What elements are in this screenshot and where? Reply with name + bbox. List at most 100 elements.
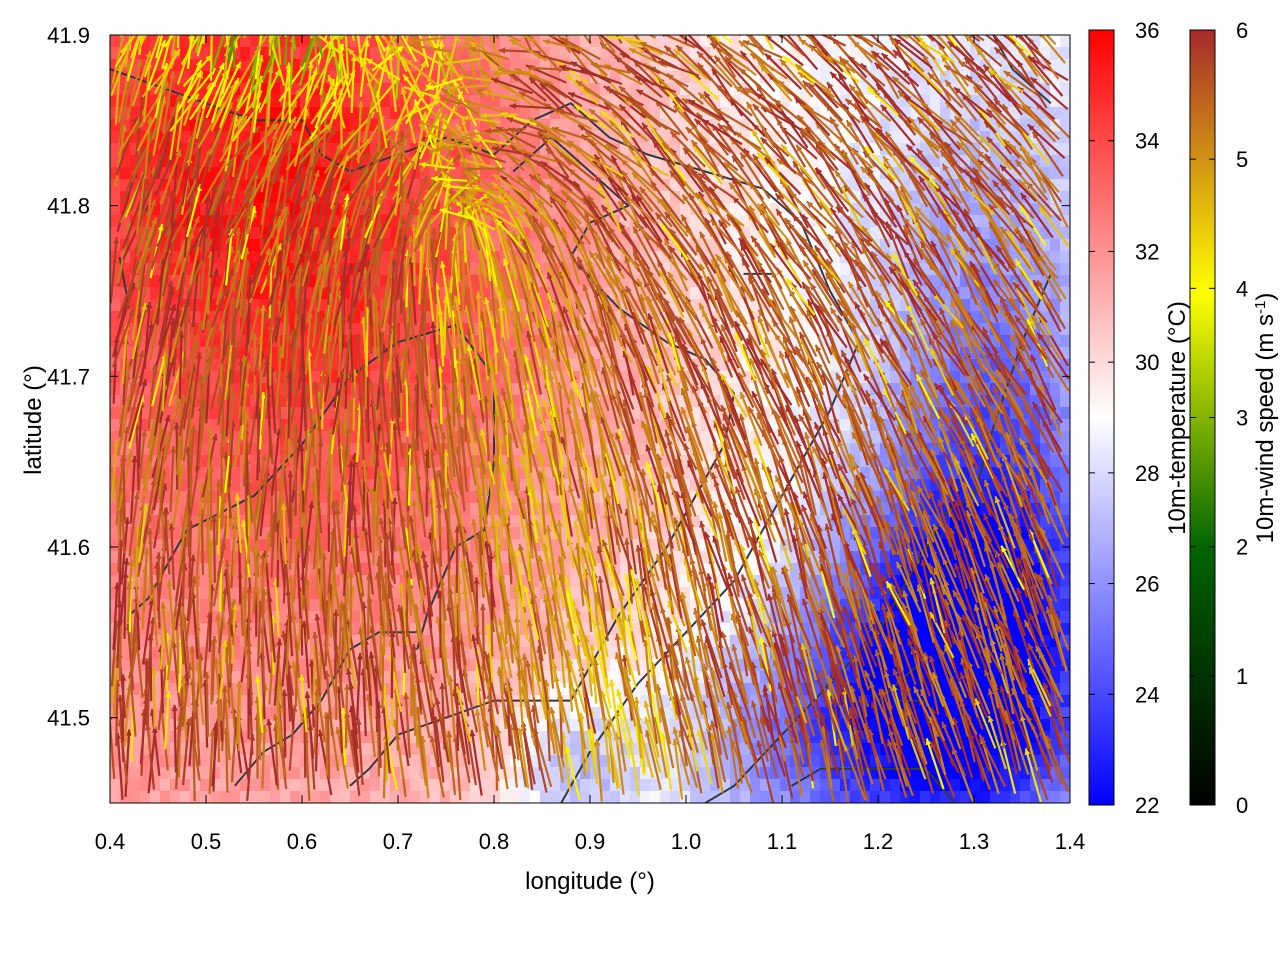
heatmap-cell [1050, 59, 1061, 72]
heatmap-cell [930, 347, 941, 360]
heatmap-cell [310, 167, 321, 180]
heatmap-cell [950, 359, 961, 372]
heatmap-cell [240, 131, 251, 144]
heatmap-cell [380, 251, 391, 264]
heatmap-cell [350, 83, 361, 96]
heatmap-cell [770, 119, 781, 132]
heatmap-cell [610, 275, 621, 288]
heatmap-cell [190, 95, 201, 108]
heatmap-cell [440, 83, 451, 96]
heatmap-cell [490, 239, 501, 252]
heatmap-cell [810, 71, 821, 84]
heatmap-cell [850, 179, 861, 192]
heatmap-cell [920, 107, 931, 120]
heatmap-cell [880, 275, 891, 288]
heatmap-cell [710, 107, 721, 120]
heatmap-cell [400, 179, 411, 192]
heatmap-cell [110, 71, 121, 84]
heatmap-cell [310, 239, 321, 252]
heatmap-cell [340, 83, 351, 96]
heatmap-cell [980, 167, 991, 180]
heatmap-cell [350, 347, 361, 360]
heatmap-cell [830, 287, 841, 300]
heatmap-cell [1050, 251, 1061, 264]
heatmap-cell [660, 95, 671, 108]
heatmap-cell [440, 59, 451, 72]
heatmap-cell [420, 83, 431, 96]
heatmap-cell [130, 35, 141, 48]
heatmap-cell [720, 167, 731, 180]
heatmap-cell [970, 95, 981, 108]
heatmap-cell [470, 299, 481, 312]
heatmap-cell [990, 59, 1001, 72]
heatmap-cell [810, 59, 821, 72]
heatmap-cell [610, 347, 621, 360]
heatmap-cell [320, 155, 331, 168]
heatmap-cell [260, 215, 271, 228]
heatmap-cell [330, 179, 341, 192]
heatmap-cell [820, 299, 831, 312]
heatmap-cell [840, 287, 851, 300]
heatmap-cell [820, 131, 831, 144]
heatmap-cell [480, 59, 491, 72]
heatmap-cell [150, 131, 161, 144]
heatmap-cell [880, 71, 891, 84]
heatmap-cell [920, 35, 931, 48]
heatmap-cell [260, 59, 271, 72]
heatmap-cell [230, 95, 241, 108]
heatmap-cell [370, 359, 381, 372]
heatmap-cell [500, 47, 511, 60]
heatmap-cell [640, 83, 651, 96]
heatmap-cell [340, 119, 351, 132]
heatmap-cell [540, 107, 551, 120]
heatmap-cell [800, 347, 811, 360]
heatmap-cell [160, 335, 171, 348]
heatmap-cell [600, 335, 611, 348]
heatmap-cell [210, 359, 221, 372]
heatmap-cell [1060, 395, 1070, 408]
heatmap-cell [850, 47, 861, 60]
heatmap-cell [330, 371, 341, 384]
heatmap-cell [990, 131, 1001, 144]
heatmap-cell [690, 203, 701, 216]
heatmap-cell [1030, 347, 1041, 360]
heatmap-cell [900, 59, 911, 72]
heatmap-cell [650, 143, 661, 156]
heatmap-cell [270, 359, 281, 372]
heatmap-cell [900, 359, 911, 372]
heatmap-cell [110, 419, 121, 432]
heatmap-cell [180, 227, 191, 240]
heatmap-cell [730, 227, 741, 240]
heatmap-cell [330, 71, 341, 84]
heatmap-cell [520, 47, 531, 60]
heatmap-cell [790, 95, 801, 108]
heatmap-cell [290, 131, 301, 144]
heatmap-cell [180, 95, 191, 108]
heatmap-cell [590, 143, 601, 156]
heatmap-cell [420, 371, 431, 384]
heatmap-cell [580, 251, 591, 264]
heatmap-cell [650, 299, 661, 312]
heatmap-cell [1000, 71, 1011, 84]
heatmap-cell [990, 323, 1001, 336]
heatmap-cell [1010, 215, 1021, 228]
heatmap-cell [940, 215, 951, 228]
heatmap-cell [400, 335, 411, 348]
heatmap-cell [660, 251, 671, 264]
heatmap-cell [220, 119, 231, 132]
heatmap-cell [170, 191, 181, 204]
heatmap-cell [810, 119, 821, 132]
heatmap-cell [720, 347, 731, 360]
heatmap-cell [650, 131, 661, 144]
heatmap-cell [200, 179, 211, 192]
heatmap-cell [880, 119, 891, 132]
heatmap-cell [920, 215, 931, 228]
heatmap-cell [710, 47, 721, 60]
heatmap-cell [260, 335, 271, 348]
heatmap-cell [220, 35, 231, 48]
heatmap-cell [610, 203, 621, 216]
heatmap-cell [610, 191, 621, 204]
heatmap-cell [640, 239, 651, 252]
heatmap-cell [640, 359, 651, 372]
heatmap-cell [550, 263, 561, 276]
